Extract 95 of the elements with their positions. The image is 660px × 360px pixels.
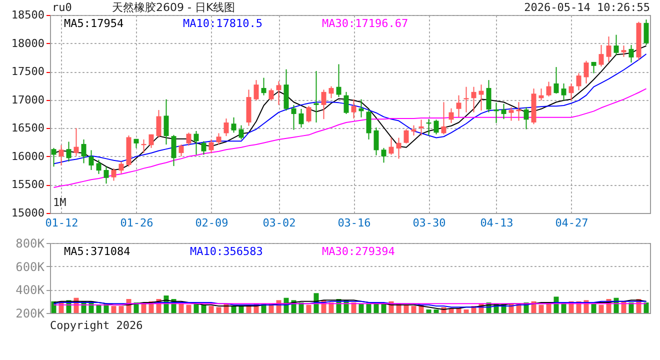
candlestick (111, 168, 116, 182)
text: MA10:356583 (190, 244, 263, 258)
candlestick (546, 81, 552, 97)
y-tick-label: 800K (16, 236, 46, 250)
x-tick-label: 04-27 (555, 216, 588, 230)
text: MA5:371084 (64, 244, 131, 258)
candlestick (164, 98, 169, 146)
y-tick-label: 200K (16, 306, 46, 320)
candlestick (104, 166, 109, 184)
candlestick (321, 89, 326, 120)
candlestick (88, 150, 94, 171)
candlestick (261, 77, 266, 96)
candlestick (224, 118, 229, 137)
candlestick (478, 84, 484, 112)
candlestick (186, 132, 192, 146)
line-series (53, 88, 647, 188)
candlestick (606, 36, 612, 62)
candlestick (291, 104, 296, 130)
y-tick-label: 16500 (11, 122, 44, 135)
candlestick (508, 106, 514, 122)
y-tick-label: 15000 (11, 206, 44, 220)
candlestick (171, 134, 176, 167)
candlestick (644, 19, 649, 46)
candlestick (208, 138, 214, 154)
candlestick (381, 147, 386, 164)
text: MA30:279394 (322, 244, 396, 258)
y-tick-label: 18500 (11, 8, 44, 22)
candlestick (328, 86, 334, 99)
candlestick (344, 91, 349, 114)
candlestick (568, 82, 574, 101)
y-tick-label: 17000 (11, 93, 44, 106)
candlestick (464, 86, 469, 113)
candlestick (178, 144, 184, 157)
candlestick (561, 82, 566, 101)
text: 2026-05-14 10:26:55 (524, 1, 650, 14)
candlestick (388, 137, 394, 156)
candlestick (254, 80, 259, 101)
candlestick (276, 80, 282, 106)
text: MA5:17954 (64, 16, 124, 30)
y-tick-label: 16000 (11, 150, 44, 163)
candlestick (268, 88, 274, 101)
candlestick (74, 128, 79, 156)
candlestick (306, 106, 312, 123)
candlestick (584, 60, 589, 84)
candlestick (396, 137, 402, 160)
candlestick (336, 64, 342, 98)
candlestick (66, 141, 72, 162)
candlestick (524, 106, 529, 130)
candlestick (614, 34, 619, 56)
text: Copyright 2026 (50, 319, 143, 332)
y-tick-label: 18000 (11, 36, 44, 50)
text: ru0 (52, 1, 72, 14)
x-tick-label: 04-13 (480, 216, 514, 230)
y-tick-label: 15500 (11, 178, 44, 192)
candlestick (298, 108, 304, 128)
candlestick (366, 108, 372, 140)
x-tick-label: 03-16 (338, 216, 371, 230)
candlestick (486, 80, 492, 113)
x-tick-label: 01-12 (45, 216, 78, 230)
x-tick-label: 03-02 (262, 216, 296, 230)
candlestick (238, 124, 244, 140)
candlestick (621, 45, 626, 58)
candlestick (554, 66, 559, 94)
candlestick (81, 138, 86, 164)
x-tick-label: 03-30 (412, 216, 446, 230)
candlestick (434, 119, 439, 135)
candlestick (351, 98, 356, 120)
text: MA10:17810.5 (183, 16, 262, 30)
candlestick (471, 86, 476, 113)
candlestick (598, 44, 604, 67)
y-tick-label: 600K (16, 260, 46, 274)
y-tick-label: 17500 (11, 65, 44, 78)
candlestick (404, 128, 409, 144)
candlestick (576, 72, 582, 91)
candlestick (118, 161, 124, 174)
chart-title: 天然橡胶2609 - 日K线图 (112, 1, 236, 14)
candlestick (148, 134, 154, 148)
candlestick (374, 127, 379, 156)
candlestick (96, 159, 102, 174)
candlestick (194, 130, 199, 156)
x-tick-label: 01-26 (120, 216, 154, 230)
candlestick (201, 140, 206, 156)
text: MA30:17196.67 (322, 16, 408, 30)
candlestick (216, 132, 222, 146)
candlestick (456, 94, 462, 118)
candlestick (448, 108, 454, 124)
annotation: 1M (53, 196, 66, 209)
candlestick (501, 103, 506, 120)
candlestick (231, 116, 236, 134)
y-tick-label: 400K (16, 283, 46, 298)
x-tick-label: 02-09 (195, 216, 228, 230)
candlestick (58, 144, 64, 166)
candlestick (628, 44, 634, 64)
candlestick (156, 110, 162, 138)
candlestick (441, 102, 446, 135)
